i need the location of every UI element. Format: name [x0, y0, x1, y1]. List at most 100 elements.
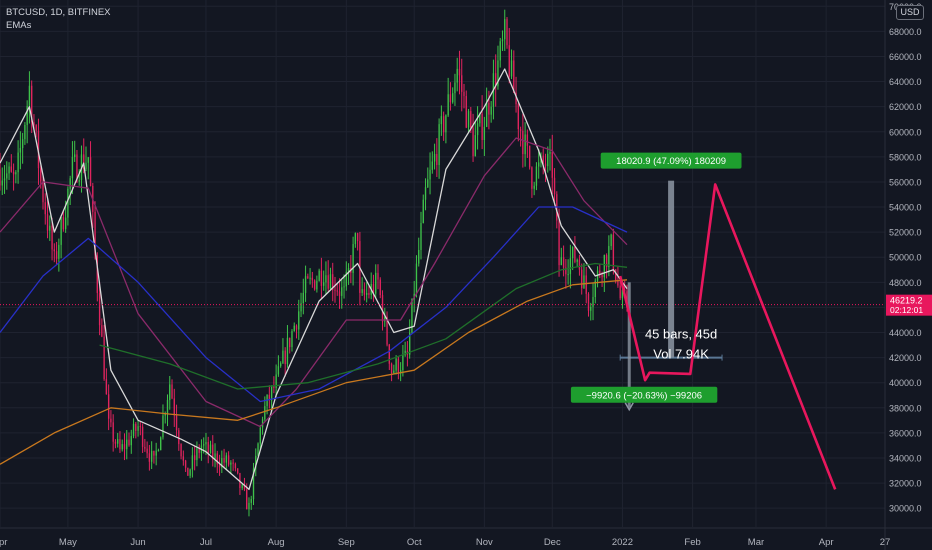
- currency-badge[interactable]: USD: [896, 5, 924, 20]
- candle-body: [284, 350, 286, 365]
- measure-up-label: 18020.9 (47.09%) 180209: [616, 156, 726, 167]
- candle-body: [121, 444, 123, 450]
- candle-body: [454, 82, 456, 94]
- candle-body: [87, 157, 89, 163]
- candle-body: [178, 430, 180, 445]
- candle-body: [329, 274, 332, 289]
- candle-body: [535, 166, 538, 186]
- candle-body: [467, 111, 470, 128]
- x-tick-label: Oct: [407, 537, 422, 548]
- candle-body: [474, 135, 476, 157]
- candle-body: [107, 394, 110, 419]
- candle-body: [302, 292, 304, 303]
- candle-body: [388, 344, 390, 364]
- candle-body: [164, 413, 166, 416]
- candle-body: [528, 145, 531, 168]
- candle-body: [601, 275, 603, 278]
- candle-body: [196, 448, 198, 461]
- candle-body: [458, 68, 461, 76]
- candle-body: [569, 258, 572, 275]
- candle-body: [533, 185, 535, 189]
- x-tick-label: Dec: [544, 537, 561, 548]
- candle-body: [415, 263, 418, 294]
- price-tag-value: 46219.2: [890, 296, 923, 306]
- candle-body: [420, 222, 422, 250]
- candle-body: [135, 423, 137, 431]
- candle-body: [576, 259, 578, 262]
- candle-body: [42, 181, 44, 203]
- candle-body: [445, 115, 447, 133]
- candle-body: [553, 177, 556, 195]
- candle-body: [227, 455, 230, 465]
- candle-body: [216, 453, 218, 465]
- measure-down-bar: [627, 282, 631, 408]
- candle-body: [53, 249, 56, 252]
- candle-body: [189, 469, 191, 476]
- candle-body: [51, 225, 53, 250]
- measure-vol-label: Vol 7.94K: [653, 347, 709, 362]
- candle-body: [585, 275, 587, 294]
- candle-body: [171, 384, 173, 399]
- candle-body: [608, 246, 610, 268]
- candle-body: [17, 152, 19, 173]
- candle-body: [479, 113, 481, 124]
- candle-body: [599, 270, 601, 276]
- candle-body: [103, 336, 105, 380]
- candle-body: [130, 436, 132, 446]
- y-tick-label: 54000.0: [889, 203, 922, 213]
- candle-body: [438, 124, 440, 165]
- candle-body: [365, 293, 368, 295]
- candle-body: [619, 285, 621, 299]
- candle-body: [508, 45, 510, 77]
- candle-body: [295, 325, 298, 330]
- candle-body: [603, 255, 606, 278]
- candle-body: [119, 439, 121, 450]
- candle-body: [433, 153, 436, 162]
- candle-body: [341, 287, 343, 296]
- candle-body: [198, 448, 200, 453]
- candle-body: [207, 442, 209, 453]
- candle-body: [155, 450, 157, 456]
- candle-body: [612, 234, 615, 270]
- candle-body: [343, 286, 345, 288]
- candle-body: [187, 467, 189, 476]
- candle-body: [12, 171, 15, 175]
- candle-body: [309, 277, 311, 279]
- candle-body: [390, 363, 393, 374]
- candle-body: [101, 325, 103, 337]
- candle-body: [160, 437, 162, 451]
- candle-body: [123, 444, 126, 450]
- candle-body: [411, 298, 413, 333]
- candle-body: [501, 39, 504, 42]
- x-tick-label: Nov: [476, 537, 493, 548]
- candle-body: [447, 94, 449, 116]
- candle-body: [481, 113, 483, 141]
- y-tick-label: 30000.0: [889, 504, 922, 514]
- candle-body: [94, 211, 96, 256]
- candle-body: [356, 233, 359, 242]
- candle-body: [69, 178, 71, 189]
- candle-body: [96, 255, 99, 293]
- candle-body: [126, 439, 128, 450]
- candle-body: [345, 271, 347, 287]
- candle-body: [513, 60, 515, 93]
- candle-body: [225, 455, 228, 463]
- ema-line: [0, 206, 628, 403]
- candle-body: [6, 173, 8, 179]
- candle-body: [110, 418, 112, 423]
- candle-body: [424, 187, 427, 200]
- candle-body: [273, 386, 275, 388]
- candle-body: [538, 162, 540, 167]
- candle-body: [214, 453, 216, 459]
- candle-body: [279, 363, 282, 367]
- candle-body: [307, 276, 309, 279]
- candle-body: [112, 422, 114, 442]
- candle-body: [230, 462, 232, 465]
- candle-body: [375, 272, 377, 294]
- chart-legend: BTCUSD, 1D, BITFINEX EMAs: [6, 6, 111, 32]
- candle-body: [381, 295, 384, 322]
- candle-body: [515, 92, 517, 105]
- candle-body: [175, 415, 178, 431]
- candle-body: [289, 337, 291, 348]
